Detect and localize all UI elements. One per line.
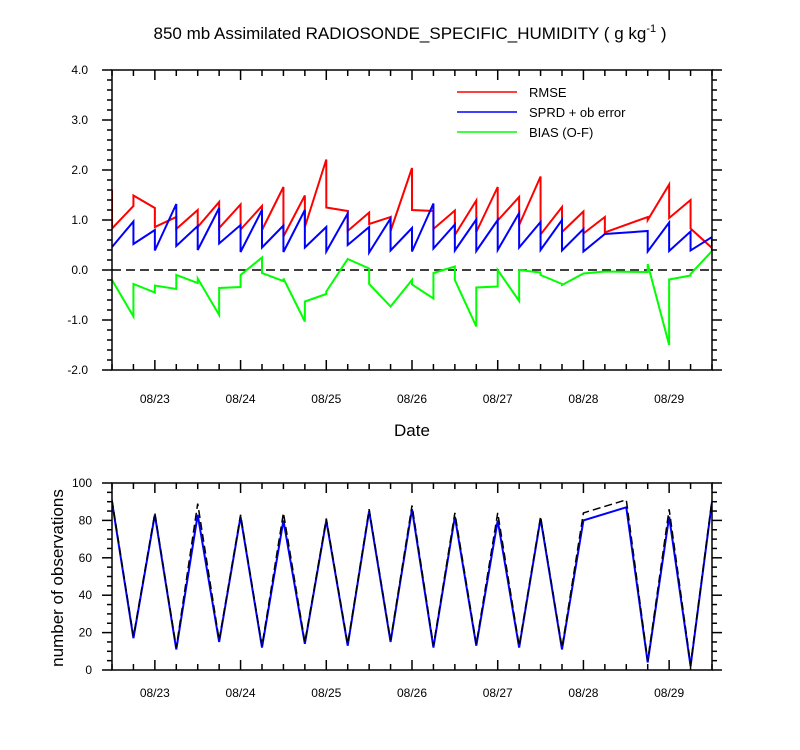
chart-title: 850 mb Assimilated RADIOSONDE_SPECIFIC_H…: [154, 23, 667, 43]
top-y-tick-label: 3.0: [71, 113, 88, 127]
bottom-panel: 0 20 40 60 80 100 08/23 08/24 08/25 08/26 08/27 08/…: [48, 476, 722, 700]
bottom-y-axis-label: number of observations: [48, 489, 67, 667]
top-x-tick-label: 08/28: [568, 392, 598, 406]
bottom-y-tick-label: 0: [85, 663, 92, 677]
top-x-axis-label: Date: [394, 421, 430, 440]
top-series-line-0: [112, 159, 712, 250]
bottom-x-tick-label: 08/25: [311, 686, 341, 700]
top-series-line-1: [112, 203, 712, 256]
legend-label-sprd: SPRD + ob error: [529, 105, 626, 120]
top-x-tick-label: 08/27: [483, 392, 513, 406]
title-end: ): [656, 24, 666, 43]
bottom-x-tick-label: 08/27: [483, 686, 513, 700]
bottom-x-tick-label: 08/29: [654, 686, 684, 700]
bottom-y-tick-label: 20: [79, 626, 93, 640]
bottom-series-group: [112, 498, 712, 667]
top-x-tick-label: 08/25: [311, 392, 341, 406]
legend: RMSE SPRD + ob error BIAS (O-F): [457, 85, 626, 140]
bottom-labels-group: 0 20 40 60 80 100 08/23 08/24 08/25 08/26 08/27 08/…: [72, 476, 685, 700]
title-main: 850 mb Assimilated RADIOSONDE_SPECIFIC_H…: [154, 24, 647, 43]
bottom-y-tick-label: 100: [72, 476, 92, 490]
top-y-tick-label: -1.0: [67, 313, 88, 327]
top-y-tick-label: -2.0: [67, 363, 88, 377]
bottom-x-tick-label: 08/28: [568, 686, 598, 700]
top-y-tick-label: 0.0: [71, 263, 88, 277]
top-series-group: [112, 159, 712, 346]
bottom-y-tick-label: 80: [79, 513, 93, 527]
title-superscript: -1: [646, 23, 656, 35]
top-series-line-2: [112, 249, 712, 346]
top-y-tick-label: 1.0: [71, 213, 88, 227]
bottom-x-tick-label: 08/24: [226, 686, 256, 700]
legend-label-rmse: RMSE: [529, 85, 567, 100]
bottom-y-tick-label: 40: [79, 588, 93, 602]
top-x-tick-label: 08/23: [140, 392, 170, 406]
legend-label-bias: BIAS (O-F): [529, 125, 593, 140]
bottom-series-line-0: [112, 498, 712, 665]
top-y-tick-label: 2.0: [71, 163, 88, 177]
top-x-tick-label: 08/26: [397, 392, 427, 406]
bottom-ticks-group: [102, 482, 722, 671]
bottom-y-tick-label: 60: [79, 551, 93, 565]
top-y-tick-label: 4.0: [71, 63, 88, 77]
top-panel: -2.0 -1.0 0.0 1.0 2.0 3.0 4.0 08/23 08/24 08/25 08…: [67, 63, 722, 440]
bottom-x-tick-label: 08/26: [397, 686, 427, 700]
top-x-tick-label: 08/24: [226, 392, 256, 406]
top-ticks-group: [102, 69, 722, 371]
top-labels-group: -2.0 -1.0 0.0 1.0 2.0 3.0 4.0 08/23 08/24 08/25 08…: [67, 63, 684, 406]
bottom-x-tick-label: 08/23: [140, 686, 170, 700]
top-x-tick-label: 08/29: [654, 392, 684, 406]
